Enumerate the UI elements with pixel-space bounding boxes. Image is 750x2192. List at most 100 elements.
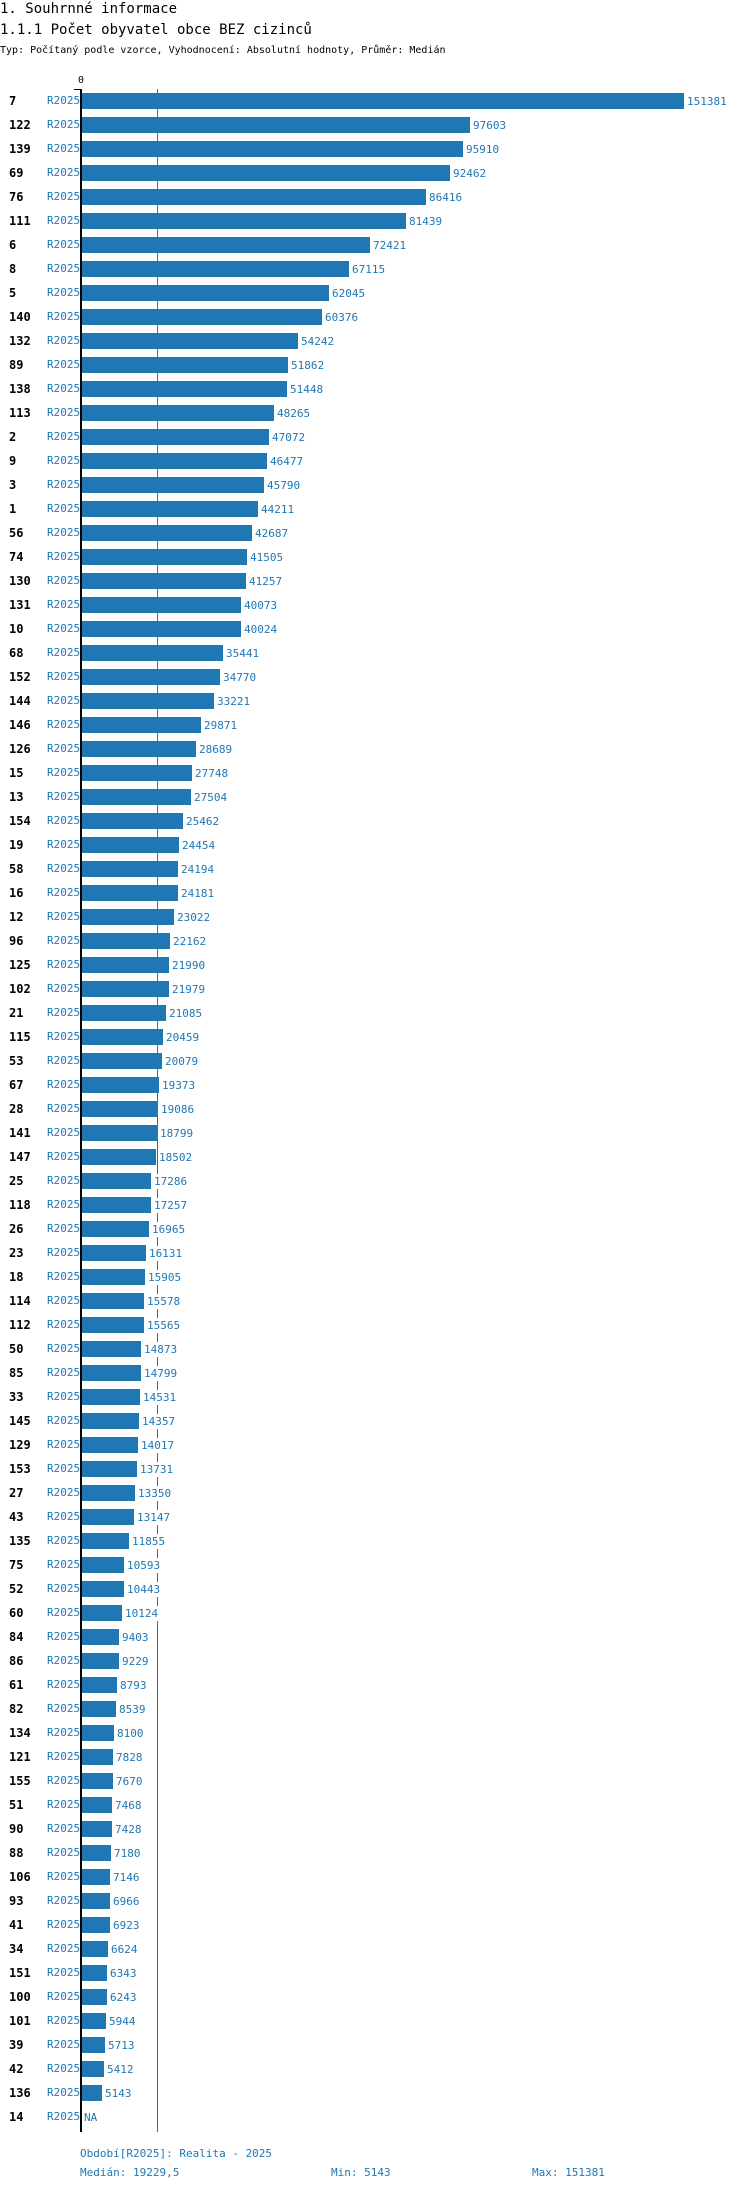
bar — [82, 1917, 110, 1933]
y-axis-line — [80, 89, 82, 2132]
period-label: R2025 — [47, 814, 81, 827]
chart-subtitle: Typ: Počítaný podle vzorce, Vyhodnocení:… — [0, 45, 446, 56]
row-label: 43 — [9, 1510, 24, 1524]
period-label: R2025 — [47, 1246, 81, 1259]
bar — [82, 981, 169, 997]
period-label: R2025 — [47, 406, 81, 419]
row-label: 126 — [9, 742, 31, 756]
value-label: 15565 — [146, 1318, 182, 1333]
bar — [82, 765, 192, 781]
table-row: 61 R2025 8793 — [0, 1673, 750, 1697]
value-label: 10443 — [126, 1582, 162, 1597]
row-label: 106 — [9, 1870, 31, 1884]
period-label: R2025 — [47, 694, 81, 707]
value-label: 24181 — [180, 886, 216, 901]
value-label: 24194 — [180, 862, 216, 877]
row-label: 28 — [9, 1102, 24, 1116]
table-row: 100 R2025 6243 — [0, 1985, 750, 2009]
table-row: 144 R2025 33221 — [0, 689, 750, 713]
bar — [82, 309, 322, 325]
bar — [82, 717, 201, 733]
value-label: 10593 — [126, 1558, 162, 1573]
period-label: R2025 — [47, 1102, 81, 1115]
value-label: 9229 — [121, 1654, 150, 1669]
value-label: 7670 — [115, 1774, 144, 1789]
bar — [82, 525, 252, 541]
bar — [82, 141, 463, 157]
period-label: R2025 — [47, 670, 81, 683]
value-label: NA — [83, 2110, 99, 2125]
row-label: 2 — [9, 430, 17, 444]
table-row: 3 R2025 45790 — [0, 473, 750, 497]
value-label: 17286 — [153, 1174, 189, 1189]
value-label: 6966 — [112, 1894, 141, 1909]
row-label: 16 — [9, 886, 24, 900]
value-label: 5143 — [104, 2086, 133, 2101]
value-label: 18799 — [159, 1126, 195, 1141]
period-label: R2025 — [47, 2110, 81, 2123]
table-row: 28 R2025 19086 — [0, 1097, 750, 1121]
bar — [82, 1965, 107, 1981]
value-label: 14873 — [143, 1342, 179, 1357]
row-label: 96 — [9, 934, 24, 948]
bar — [82, 261, 349, 277]
bar — [82, 621, 241, 637]
table-row: 56 R2025 42687 — [0, 521, 750, 545]
period-label: R2025 — [47, 646, 81, 659]
period-label: R2025 — [47, 334, 81, 347]
max-summary: Max: 151381 — [532, 2166, 605, 2179]
period-label: R2025 — [47, 742, 81, 755]
value-label: 33221 — [216, 694, 252, 709]
value-label: 42687 — [254, 526, 290, 541]
table-row: 114 R2025 15578 — [0, 1289, 750, 1313]
value-label: 14357 — [141, 1414, 177, 1429]
median-summary: Medián: 19229,5 — [80, 2166, 180, 2179]
table-row: 122 R2025 97603 — [0, 113, 750, 137]
value-label: 8539 — [118, 1702, 147, 1717]
row-label: 100 — [9, 1990, 31, 2004]
bar — [82, 1461, 137, 1477]
row-label: 39 — [9, 2038, 24, 2052]
table-row: 13 R2025 27504 — [0, 785, 750, 809]
value-label: 25462 — [185, 814, 221, 829]
table-row: 9 R2025 46477 — [0, 449, 750, 473]
row-label: 153 — [9, 1462, 31, 1476]
row-label: 136 — [9, 2086, 31, 2100]
value-label: 8100 — [116, 1726, 145, 1741]
period-label: R2025 — [47, 1198, 81, 1211]
table-row: 50 R2025 14873 — [0, 1337, 750, 1361]
table-row: 118 R2025 17257 — [0, 1193, 750, 1217]
bar — [82, 2013, 106, 2029]
bar — [82, 213, 406, 229]
period-label: R2025 — [47, 214, 81, 227]
period-label: R2025 — [47, 1078, 81, 1091]
row-label: 14 — [9, 2110, 24, 2124]
bar — [82, 597, 241, 613]
period-label: R2025 — [47, 1582, 81, 1595]
row-label: 25 — [9, 1174, 24, 1188]
period-label: R2025 — [47, 118, 81, 131]
bar — [82, 1485, 135, 1501]
value-label: 28689 — [198, 742, 234, 757]
table-row: 138 R2025 51448 — [0, 377, 750, 401]
period-label: R2025 — [47, 622, 81, 635]
value-label: 6343 — [109, 1966, 138, 1981]
bar — [82, 1749, 113, 1765]
table-row: 126 R2025 28689 — [0, 737, 750, 761]
table-row: 25 R2025 17286 — [0, 1169, 750, 1193]
table-row: 14 R2025 NA — [0, 2105, 750, 2129]
value-label: 6624 — [110, 1942, 139, 1957]
table-row: 130 R2025 41257 — [0, 569, 750, 593]
period-label: R2025 — [47, 1270, 81, 1283]
table-row: 129 R2025 14017 — [0, 1433, 750, 1457]
period-label: R2025 — [47, 310, 81, 323]
value-label: 27504 — [193, 790, 229, 805]
bar — [82, 1221, 149, 1237]
period-label: R2025 — [47, 1846, 81, 1859]
bar — [82, 1269, 145, 1285]
period-label: R2025 — [47, 1126, 81, 1139]
row-label: 51 — [9, 1798, 24, 1812]
bar — [82, 2085, 102, 2101]
period-label: R2025 — [47, 166, 81, 179]
row-label: 90 — [9, 1822, 24, 1836]
